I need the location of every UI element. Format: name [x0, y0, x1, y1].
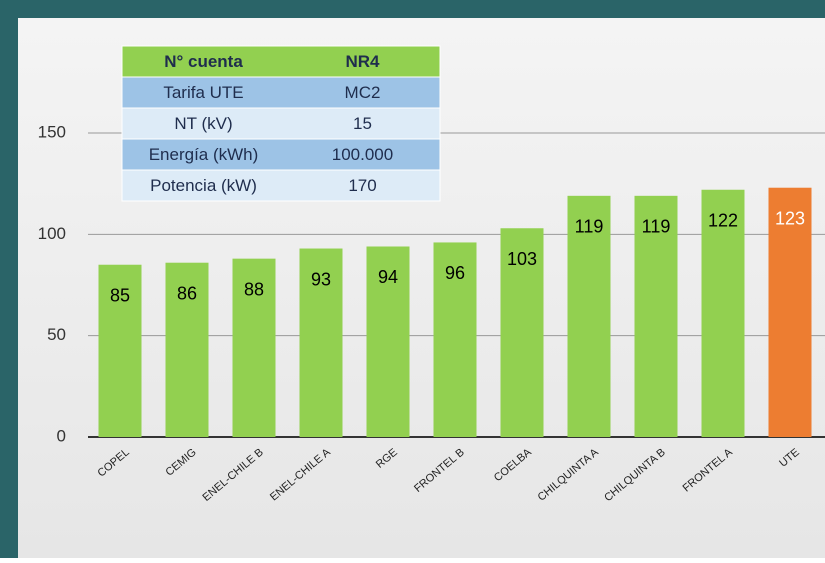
data-label: 85: [110, 285, 130, 305]
table-cell: 15: [353, 114, 372, 133]
table-cell: Energía (kWh): [149, 145, 259, 164]
data-label: 119: [575, 217, 604, 237]
table-cell: NT (kV): [174, 114, 232, 133]
table-cell: Potencia (kW): [150, 176, 257, 195]
bar: [165, 262, 209, 437]
bar: [433, 242, 477, 437]
data-label: 119: [642, 217, 671, 237]
table-cell: 170: [348, 176, 376, 195]
bar: [567, 195, 611, 437]
data-label: 96: [445, 263, 465, 283]
bar: [98, 264, 142, 437]
bar: [299, 248, 343, 437]
data-label: 93: [311, 269, 331, 289]
table-cell: Tarifa UTE: [163, 83, 243, 102]
data-label: 94: [378, 267, 398, 287]
table-cell: NR4: [345, 52, 380, 71]
bar: [232, 258, 276, 437]
bar: [634, 195, 678, 437]
bar: [768, 187, 812, 437]
bar: [366, 246, 410, 437]
table-cell: N° cuenta: [164, 52, 243, 71]
table-row: [121, 169, 441, 202]
table-cell: MC2: [345, 83, 381, 102]
y-tick-label: 50: [47, 325, 66, 344]
table-cell: 100.000: [332, 145, 393, 164]
table-row: [121, 107, 441, 140]
y-tick-label: 0: [57, 426, 66, 445]
table-header: [121, 45, 441, 78]
bar: [701, 189, 745, 437]
data-label: 123: [775, 208, 805, 228]
data-label: 122: [708, 210, 738, 230]
data-label: 103: [507, 249, 537, 269]
data-label: 86: [177, 283, 197, 303]
y-tick-label: 150: [38, 122, 66, 141]
bar: [500, 228, 544, 437]
y-tick-label: 100: [38, 224, 66, 243]
data-label: 88: [244, 279, 264, 299]
table-row: [121, 76, 441, 109]
